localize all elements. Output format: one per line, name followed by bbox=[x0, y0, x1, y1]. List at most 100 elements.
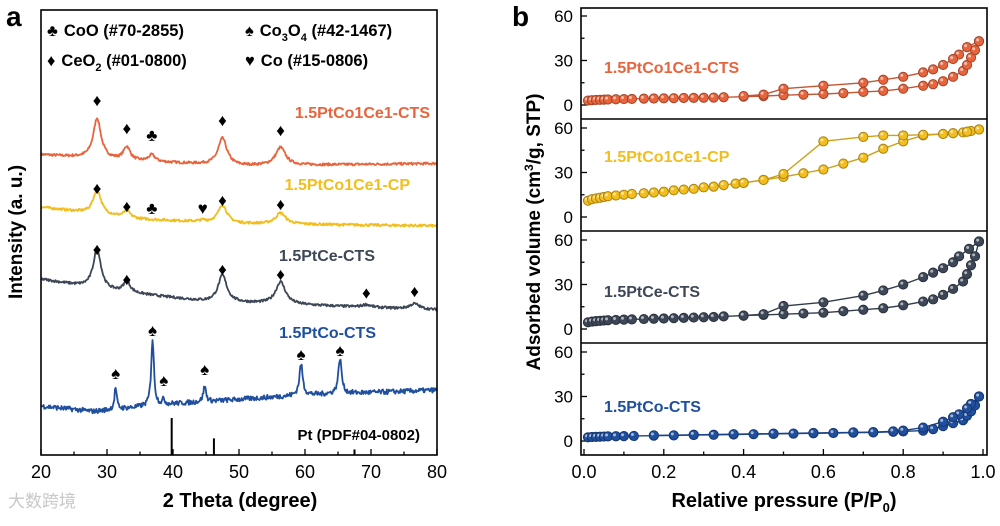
data-point bbox=[758, 89, 769, 100]
data-point bbox=[928, 294, 939, 305]
diamond-icon: ♦ bbox=[122, 197, 131, 216]
data-point-highlight bbox=[720, 313, 724, 317]
data-point bbox=[918, 67, 929, 78]
spade-icon: ♠ bbox=[200, 360, 209, 379]
phase-legend: ♣ CoO (#70-2855) ♠ Co3O4 (#42-1467) ♦ CeO2 … bbox=[47, 22, 392, 74]
data-point bbox=[626, 314, 637, 325]
data-point bbox=[638, 93, 649, 104]
legend-co: ♥ Co (#15-0806) bbox=[245, 52, 368, 70]
data-point-highlight bbox=[840, 160, 844, 164]
data-point-highlight bbox=[930, 66, 934, 70]
data-point-highlight bbox=[628, 191, 632, 195]
diamond-icon: ♦ bbox=[276, 121, 285, 140]
spade-icon: ♠ bbox=[148, 321, 157, 340]
data-point bbox=[626, 188, 637, 200]
data-point-highlight bbox=[860, 79, 864, 83]
data-point bbox=[928, 267, 939, 278]
x-tick-label: 0.6 bbox=[811, 462, 836, 482]
legend-co3o4: ♠ Co3O4 (#42-1467) bbox=[245, 22, 392, 44]
data-point bbox=[848, 427, 859, 438]
data-point-highlight bbox=[621, 191, 624, 195]
data-point-highlight bbox=[930, 81, 934, 85]
data-point bbox=[858, 152, 869, 163]
data-point bbox=[698, 312, 709, 323]
isotherm-1.5PtCo-CTS bbox=[582, 391, 985, 443]
y-axis-label-adsorbed-volume: Adsorbed volume (cm3/g, STP) bbox=[522, 94, 545, 371]
data-point bbox=[708, 181, 719, 192]
x-tick-label: 60 bbox=[295, 462, 315, 482]
data-point-highlight bbox=[900, 281, 904, 285]
y-tick-label: 60 bbox=[554, 119, 573, 138]
data-point bbox=[708, 92, 719, 103]
data-point-highlight bbox=[613, 192, 617, 196]
data-point-highlight bbox=[640, 316, 644, 320]
data-point-highlight bbox=[660, 315, 664, 319]
data-point-highlight bbox=[680, 95, 684, 99]
data-point-highlight bbox=[976, 126, 980, 130]
panel-a-ticks: 20 30 40 50 60 70 80 bbox=[31, 449, 447, 482]
data-point-highlight bbox=[800, 91, 804, 95]
data-point-highlight bbox=[820, 166, 824, 170]
data-point-highlight bbox=[840, 90, 844, 94]
panel-a-frame bbox=[40, 9, 438, 456]
data-point-highlight bbox=[840, 308, 844, 312]
data-point-highlight bbox=[660, 95, 664, 99]
spade-icon: ♠ bbox=[245, 22, 254, 40]
data-point-highlight bbox=[880, 145, 884, 149]
data-point-highlight bbox=[660, 188, 664, 192]
data-point bbox=[965, 260, 977, 271]
data-point-highlight bbox=[670, 315, 674, 319]
data-point bbox=[858, 77, 869, 88]
data-point bbox=[618, 431, 630, 442]
data-point bbox=[838, 158, 849, 169]
panel-label-a: a bbox=[6, 1, 22, 32]
data-point bbox=[668, 185, 679, 196]
data-point-highlight bbox=[940, 131, 944, 135]
data-point bbox=[973, 236, 985, 247]
data-point bbox=[973, 36, 985, 47]
xrd-line-1.5PtCe-CTS bbox=[40, 246, 438, 312]
isotherm-1.5PtCe-CTS bbox=[582, 236, 985, 328]
data-point bbox=[838, 306, 849, 317]
data-point-highlight bbox=[860, 89, 864, 93]
data-point bbox=[858, 86, 869, 98]
y-tick-label: 0 bbox=[564, 432, 573, 451]
data-point bbox=[718, 311, 729, 322]
y-tick-label: 60 bbox=[554, 7, 573, 26]
diamond-icon: ♦ bbox=[93, 179, 102, 198]
data-point bbox=[678, 92, 689, 104]
data-point-highlight bbox=[920, 274, 924, 278]
data-point-highlight bbox=[956, 411, 960, 415]
data-point-highlight bbox=[964, 271, 968, 275]
data-point-highlight bbox=[700, 94, 704, 98]
bet-label-ptco1ce1-cp: 1.5PtCo1Ce1-CP bbox=[604, 149, 730, 166]
data-point bbox=[628, 430, 639, 442]
y-tick-label: 0 bbox=[564, 96, 573, 115]
data-point-highlight bbox=[968, 401, 972, 405]
data-point bbox=[778, 300, 789, 312]
data-point-highlight bbox=[950, 56, 954, 60]
data-point-highlight bbox=[900, 132, 904, 136]
data-point bbox=[938, 416, 949, 427]
x-tick-label: 70 bbox=[361, 462, 381, 482]
data-point-highlight bbox=[860, 134, 864, 137]
data-point bbox=[648, 313, 659, 324]
bet-label-ptco1ce1-cts: 1.5PtCo1Ce1-CTS bbox=[604, 60, 739, 77]
data-point-highlight bbox=[964, 44, 968, 48]
data-point-highlight bbox=[860, 154, 864, 158]
data-point bbox=[878, 285, 889, 296]
data-point bbox=[947, 53, 959, 65]
x-tick-label: 20 bbox=[31, 462, 51, 482]
data-point-highlight bbox=[950, 73, 954, 77]
data-point bbox=[961, 126, 973, 137]
data-point-highlight bbox=[650, 315, 654, 319]
data-point-highlight bbox=[605, 317, 609, 321]
x-tick-label: 80 bbox=[427, 462, 447, 482]
data-point-highlight bbox=[920, 82, 924, 86]
data-point-highlight bbox=[900, 302, 904, 306]
data-point-highlight bbox=[690, 314, 694, 318]
phase-markers: ♦ ♦ ♣ ♦ ♦ ♦ ♦ ♣ ♥ ♦ ♦ ♦ ♦ ♦ ♦ ♦ ♦ ♠ ♠ ♠ ♠ ♠ ♠ bbox=[93, 91, 419, 390]
data-point-highlight bbox=[900, 85, 904, 89]
data-point-highlight bbox=[680, 186, 684, 190]
spade-icon: ♠ bbox=[111, 364, 120, 383]
